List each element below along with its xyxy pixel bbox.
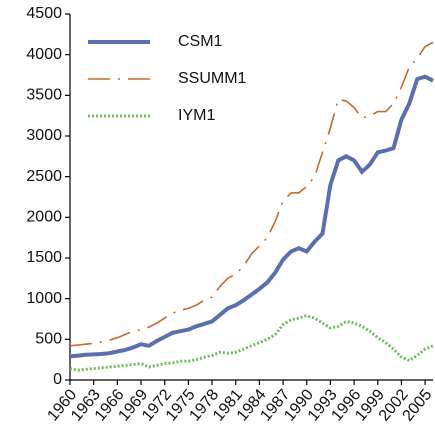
line-series	[69, 74, 434, 359]
y-tick-label: 500	[35, 331, 62, 348]
y-tick-label: 0	[53, 371, 62, 388]
y-tick-label: 1500	[26, 249, 62, 266]
y-tick-label: 3500	[26, 87, 62, 104]
y-tick-label: 1000	[26, 290, 62, 307]
y-tick-label: 4000	[26, 46, 62, 63]
y-tick-label: 2500	[26, 168, 62, 185]
legend-label: IYM1	[178, 107, 215, 124]
y-tick-label: 4500	[26, 5, 62, 22]
legend-label: SSUMM1	[178, 70, 247, 87]
line-series	[69, 41, 434, 347]
legend-label: CSM1	[178, 33, 223, 50]
line-series	[69, 314, 434, 372]
y-tick-label: 3000	[26, 127, 62, 144]
y-tick-label: 2000	[26, 209, 62, 226]
